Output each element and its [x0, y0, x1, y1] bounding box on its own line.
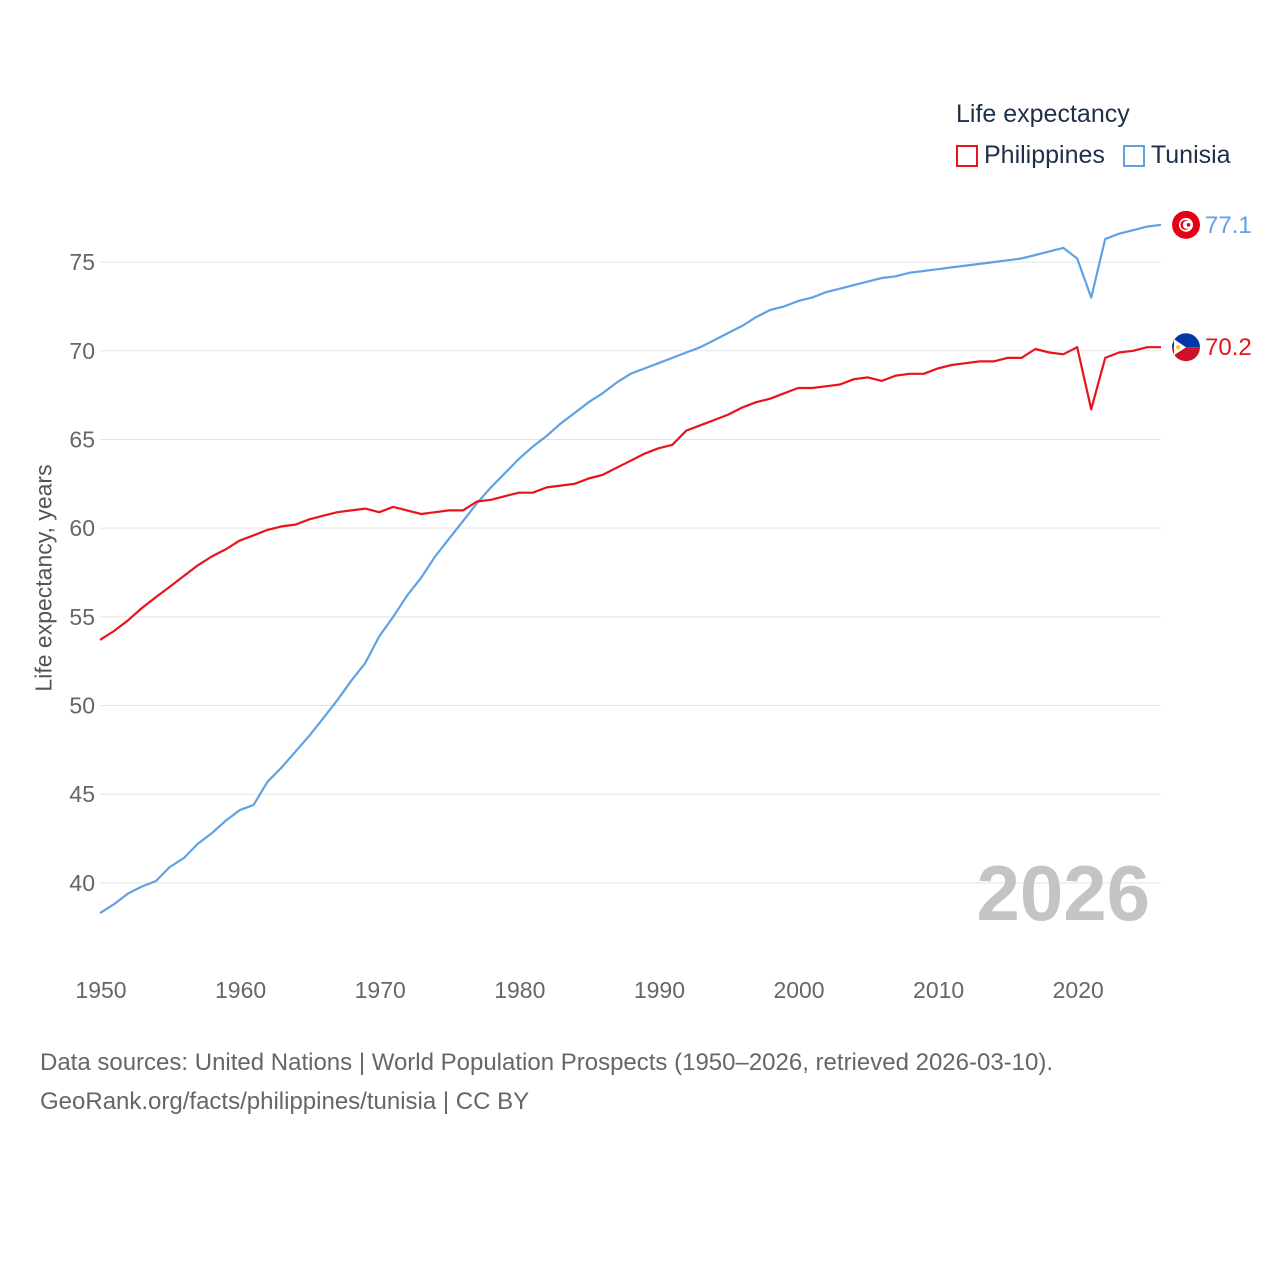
x-tick-2020: 2020	[1053, 977, 1104, 1003]
end-labels: 70.2 77.1	[1172, 210, 1252, 362]
legend-item-tunisia[interactable]: Tunisia	[1122, 141, 1231, 170]
legend-label-philippines: Philippines	[984, 141, 1105, 169]
y-tick-60: 60	[69, 515, 95, 541]
tunisia-flag-icon	[1172, 210, 1200, 239]
legend-title: Life expectancy	[956, 100, 1130, 128]
x-tick-2010: 2010	[913, 977, 964, 1003]
x-tick-1960: 1960	[215, 977, 266, 1003]
legend-swatch-philippines	[956, 144, 978, 167]
year-label: 2026	[976, 849, 1150, 937]
legend-label-tunisia: Tunisia	[1150, 141, 1231, 169]
x-tick-1970: 1970	[355, 977, 406, 1003]
y-tick-65: 65	[69, 426, 95, 452]
source-line-2[interactable]: GeoRank.org/facts/philippines/tunisia | …	[40, 1088, 530, 1115]
y-tick-55: 55	[69, 604, 95, 630]
source-line-1: Data sources: United Nations | World Pop…	[40, 1049, 1054, 1076]
x-tick-1990: 1990	[634, 977, 685, 1003]
y-tick-50: 50	[69, 693, 95, 719]
y-axis-label: Life expectancy, years	[30, 464, 57, 692]
series-lines	[99, 223, 1162, 915]
x-tick-1980: 1980	[494, 977, 545, 1003]
x-tick-labels: 1950 1960 1970 1980 1990 2000 2010 2020	[75, 977, 1103, 1003]
end-label-tunisia: 77.1	[1205, 212, 1252, 239]
series-line-philippines	[99, 346, 1161, 641]
y-tick-45: 45	[69, 781, 95, 807]
legend-item-philippines[interactable]: Philippines	[956, 141, 1105, 170]
legend-swatch-tunisia	[1122, 144, 1145, 167]
source-note: Data sources: United Nations | World Pop…	[40, 1043, 1053, 1121]
series-line-tunisia	[99, 223, 1162, 915]
x-tick-1950: 1950	[75, 977, 126, 1003]
legend: Philippines Tunisia	[956, 141, 1231, 170]
y-tick-70: 70	[69, 338, 95, 364]
end-label-philippines: 70.2	[1205, 334, 1252, 361]
y-tick-40: 40	[69, 870, 95, 896]
y-tick-75: 75	[69, 249, 95, 275]
x-tick-2000: 2000	[773, 977, 824, 1003]
y-tick-labels: 40 45 50 55 60 65 70 75	[69, 249, 95, 896]
philippines-flag-icon	[1172, 333, 1200, 362]
gridlines	[100, 261, 1161, 884]
